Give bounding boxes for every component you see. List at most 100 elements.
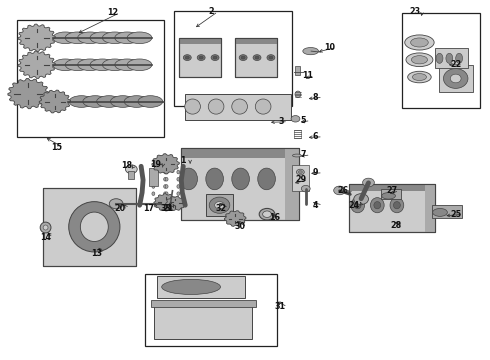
Ellipse shape [164,185,167,188]
Text: 7: 7 [300,150,306,159]
Ellipse shape [259,208,275,220]
Ellipse shape [165,170,168,174]
Text: 25: 25 [450,210,461,219]
Ellipse shape [411,38,428,47]
Bar [235,38,276,77]
Ellipse shape [351,198,365,213]
Ellipse shape [185,99,200,114]
Ellipse shape [370,198,384,213]
Bar [349,184,435,233]
Circle shape [30,33,44,43]
Text: 17: 17 [143,204,154,212]
Bar [185,94,291,120]
Ellipse shape [382,193,395,199]
Text: 33: 33 [160,204,171,212]
Polygon shape [349,184,435,191]
Polygon shape [179,38,220,44]
Bar [294,130,301,138]
Ellipse shape [164,170,167,174]
Circle shape [109,199,123,209]
Ellipse shape [65,32,90,44]
Bar [295,66,300,75]
Circle shape [296,169,304,175]
Bar [128,171,134,179]
Polygon shape [181,148,299,158]
Ellipse shape [152,185,155,188]
Ellipse shape [295,91,301,98]
Circle shape [125,165,137,174]
Bar [174,11,292,106]
Polygon shape [224,211,246,226]
Circle shape [301,185,310,192]
Circle shape [21,88,37,100]
Text: 11: 11 [302,71,313,80]
Bar [435,48,468,68]
Bar [43,188,136,266]
Bar [151,300,256,307]
Ellipse shape [78,59,102,71]
Circle shape [197,55,205,60]
Ellipse shape [354,202,361,209]
Ellipse shape [127,59,152,71]
Ellipse shape [177,185,180,188]
Text: 14: 14 [40,233,51,242]
Ellipse shape [412,56,427,64]
Circle shape [241,56,245,59]
Text: 9: 9 [313,168,318,177]
Ellipse shape [206,168,223,190]
Circle shape [185,56,189,59]
Text: 29: 29 [295,175,306,184]
Text: 20: 20 [114,204,125,212]
Ellipse shape [263,211,271,217]
Bar [206,194,233,216]
Text: 30: 30 [234,222,245,231]
Ellipse shape [80,212,108,242]
Circle shape [172,201,179,206]
Polygon shape [235,38,276,44]
Text: 31: 31 [275,302,286,311]
Circle shape [267,55,275,60]
Ellipse shape [83,96,107,107]
Ellipse shape [180,168,197,190]
Ellipse shape [408,71,431,83]
Circle shape [211,55,219,60]
Ellipse shape [443,69,468,88]
Text: 4: 4 [313,201,318,210]
Ellipse shape [102,32,127,44]
Ellipse shape [413,73,426,81]
Text: 1: 1 [180,156,186,165]
Circle shape [291,116,300,122]
Ellipse shape [436,53,443,63]
Circle shape [363,178,374,187]
Ellipse shape [97,96,122,107]
Ellipse shape [393,202,400,209]
Ellipse shape [255,99,271,114]
Ellipse shape [65,59,90,71]
Ellipse shape [115,32,140,44]
Circle shape [49,97,61,106]
Bar [381,189,401,199]
Ellipse shape [374,202,381,209]
Polygon shape [166,196,185,211]
Text: 3: 3 [278,117,284,126]
Ellipse shape [69,96,94,107]
Ellipse shape [232,99,247,114]
Text: 13: 13 [91,249,102,258]
Ellipse shape [258,168,275,190]
Ellipse shape [53,59,77,71]
Bar [157,276,245,298]
Ellipse shape [177,177,180,181]
Circle shape [354,194,368,204]
Text: 27: 27 [387,186,397,195]
Ellipse shape [90,59,115,71]
Ellipse shape [446,53,453,63]
Text: 21: 21 [163,204,173,212]
Text: 15: 15 [51,143,62,152]
Ellipse shape [164,192,167,195]
Ellipse shape [138,96,163,107]
Text: 22: 22 [450,60,461,69]
Circle shape [213,56,217,59]
Circle shape [239,55,247,60]
Ellipse shape [450,74,461,83]
Circle shape [167,201,174,207]
